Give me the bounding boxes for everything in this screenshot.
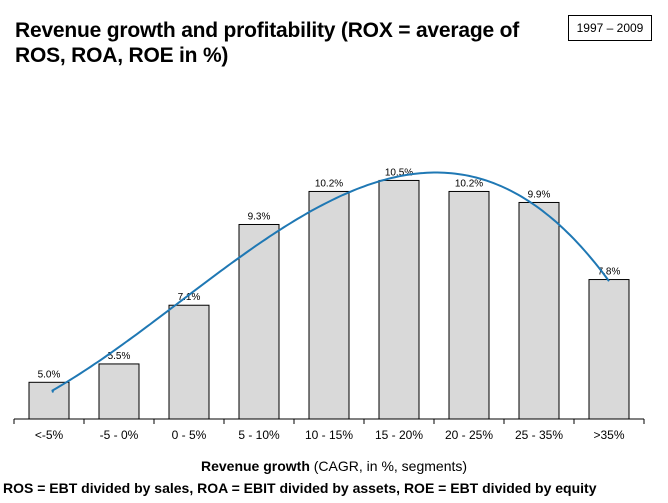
- bar: [168, 304, 210, 420]
- data-label: 7.8%: [598, 267, 621, 278]
- x-tick-label: -5 - 0%: [100, 428, 139, 442]
- x-axis-label: Revenue growth (CAGR, in %, segments): [0, 458, 668, 474]
- x-tick-label: 20 - 25%: [445, 428, 493, 442]
- bar: [98, 363, 140, 420]
- data-label: 10.5%: [385, 167, 413, 178]
- data-label: 9.3%: [248, 211, 271, 222]
- x-tick-label: 25 - 35%: [515, 428, 563, 442]
- data-label: 10.2%: [315, 178, 343, 189]
- x-tick-label: >35%: [593, 428, 624, 442]
- bar: [378, 179, 420, 420]
- data-label: 9.9%: [528, 189, 551, 200]
- x-axis-label-bold: Revenue growth: [200, 458, 310, 474]
- bar: [588, 279, 630, 420]
- x-axis-label-detail: (CAGR, in %, segments): [309, 458, 468, 474]
- period-badge: 1997 – 2009: [568, 15, 652, 41]
- trend-line: [51, 171, 610, 393]
- bar: [308, 190, 350, 420]
- footnote: ROS = EBT divided by sales, ROA = EBIT d…: [3, 480, 597, 496]
- x-tick-label: 0 - 5%: [172, 428, 207, 442]
- data-label: 10.2%: [455, 178, 483, 189]
- data-label: 5.0%: [38, 369, 61, 380]
- x-tick-label: 10 - 15%: [305, 428, 353, 442]
- bar: [518, 201, 560, 420]
- bar: [28, 381, 70, 420]
- x-tick-label: <-5%: [35, 428, 64, 442]
- chart-title: Revenue growth and profitability (ROX = …: [15, 19, 520, 67]
- bar: [448, 190, 490, 420]
- x-tick-label: 15 - 20%: [375, 428, 423, 442]
- x-tick-label: 5 - 10%: [238, 428, 280, 442]
- data-label: 5.5%: [108, 351, 131, 362]
- data-label: 7.1%: [178, 292, 201, 303]
